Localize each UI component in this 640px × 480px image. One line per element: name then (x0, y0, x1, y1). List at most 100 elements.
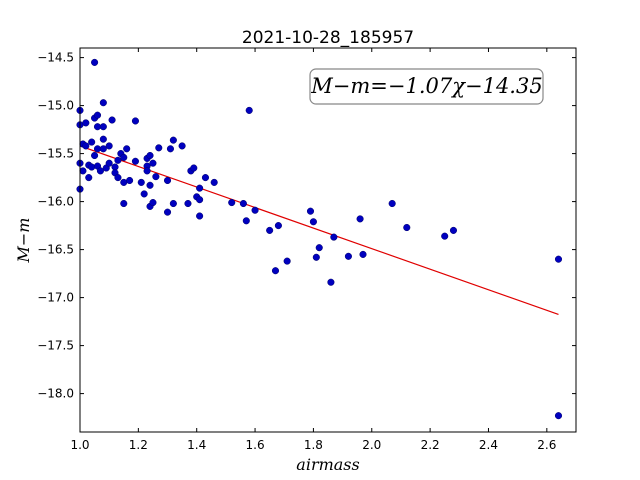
y-tick-label: −15.5 (37, 147, 74, 161)
data-point (403, 223, 411, 232)
annotation-box (309, 68, 544, 105)
x-tick-label: 1.8 (304, 438, 323, 452)
data-point (99, 123, 107, 131)
data-point (143, 167, 151, 175)
y-tick-label: −17.0 (37, 291, 74, 305)
data-point (99, 99, 107, 107)
data-point (166, 145, 174, 153)
fit-annotation: M−m=−1.07χ−14.35 (309, 68, 544, 105)
data-point (108, 116, 116, 124)
x-tick-label: 2.0 (362, 438, 381, 452)
data-point (388, 199, 396, 208)
data-point (88, 163, 96, 171)
data-point (251, 206, 259, 214)
data-point (105, 142, 113, 150)
data-point (91, 58, 99, 66)
data-point (196, 196, 204, 204)
y-tick-label: −16.0 (37, 195, 74, 209)
data-point (123, 145, 131, 153)
x-tick-label: 2.6 (537, 438, 556, 452)
y-tick-label: −18.0 (37, 387, 74, 401)
data-point (271, 267, 280, 275)
data-point (85, 174, 93, 182)
annotation-text: M−m=−1.07χ−14.35 (310, 74, 542, 98)
x-tick-label: 2.4 (479, 438, 498, 452)
data-point (126, 176, 134, 185)
data-point (449, 226, 458, 234)
x-tick-label: 2.2 (421, 438, 440, 452)
data-point (239, 199, 247, 208)
data-point (146, 151, 154, 160)
x-tick-label: 1.0 (70, 438, 89, 452)
data-point (196, 184, 204, 192)
data-point (149, 159, 157, 167)
data-point (131, 157, 139, 165)
data-point (152, 173, 160, 181)
data-point (554, 255, 563, 263)
data-point (242, 217, 250, 225)
data-point (283, 257, 291, 265)
data-point (82, 142, 90, 150)
data-point (140, 190, 148, 198)
data-point (146, 181, 154, 189)
data-point (99, 135, 107, 143)
points-layer (76, 58, 563, 420)
data-point (163, 176, 172, 185)
data-point (266, 226, 274, 234)
fit-line (79, 145, 559, 315)
x-tick-label: 1.4 (187, 438, 206, 452)
data-point (196, 212, 204, 220)
data-point (178, 142, 186, 150)
y-tick-label: −17.5 (37, 339, 74, 353)
y-tick-label: −14.5 (37, 51, 74, 65)
axes-background (80, 48, 576, 432)
data-point (312, 253, 320, 261)
data-point (554, 412, 563, 420)
data-point (120, 199, 128, 208)
data-point (155, 144, 163, 152)
data-point (163, 208, 172, 216)
data-point (169, 199, 177, 208)
data-point (79, 167, 87, 175)
data-point (149, 199, 157, 207)
data-point (137, 178, 145, 186)
x-tick-label: 1.2 (129, 438, 148, 452)
y-tick-label: −16.5 (37, 243, 74, 257)
x-tick-label: 1.6 (246, 438, 265, 452)
data-point (184, 199, 192, 208)
plot-area (80, 48, 576, 432)
data-point (359, 250, 367, 258)
data-point (131, 117, 139, 125)
data-point (306, 207, 315, 215)
y-ticks: −14.5 −15.0 −15.5 −16.0 −16.5 −17.0 −17.5 −18.0 (37, 51, 576, 401)
data-point (91, 151, 99, 160)
data-point (82, 119, 90, 127)
data-point (96, 167, 104, 175)
data-point (210, 178, 218, 186)
y-tick-label: −15.0 (37, 99, 74, 113)
data-point (315, 244, 323, 252)
data-point (201, 174, 210, 182)
data-point (169, 136, 177, 144)
data-point (93, 111, 102, 119)
data-point (309, 218, 317, 226)
data-point (330, 233, 338, 241)
x-ticks: 1.0 1.2 1.4 1.6 1.8 2.0 2.2 2.4 2.6 (70, 48, 556, 452)
data-point (344, 252, 352, 260)
data-point (120, 153, 128, 161)
data-point (114, 156, 122, 164)
x-axis-label: airmass (296, 455, 359, 474)
data-point (105, 159, 113, 167)
data-point (114, 174, 122, 182)
fit-line-layer (79, 145, 559, 315)
chart-title: 2021-10-28_185957 (242, 28, 414, 48)
data-point (99, 145, 107, 153)
data-point (228, 199, 236, 207)
data-point (245, 106, 253, 114)
data-point (356, 215, 364, 223)
data-point (190, 164, 198, 172)
data-point (274, 222, 282, 230)
y-axis-label: M−m (14, 218, 33, 264)
data-point (88, 138, 96, 146)
